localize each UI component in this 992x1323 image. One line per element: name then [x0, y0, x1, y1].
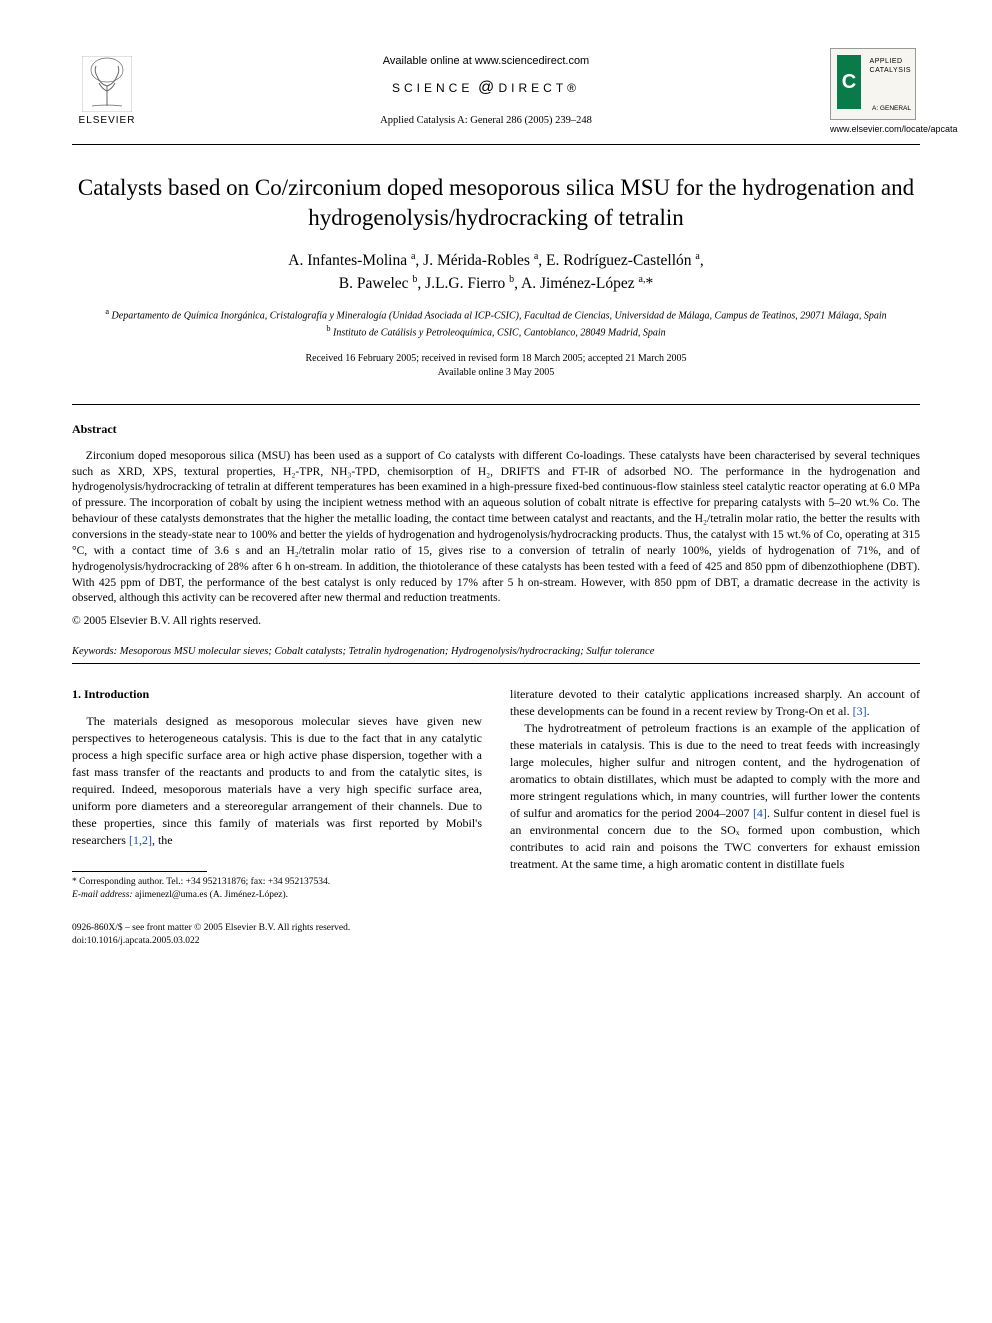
journal-cover: C APPLIED CATALYSIS A: GENERAL www.elsev… [830, 48, 920, 136]
affiliations: a Departamento de Química Inorgánica, Cr… [72, 306, 920, 341]
intro-p1c-tail: . [867, 704, 870, 718]
intro-para-2: The hydrotreatment of petroleum fraction… [510, 720, 920, 873]
received-date: Received 16 February 2005; received in r… [306, 353, 687, 364]
header-rule [72, 144, 920, 145]
intro-p1-cont: literature devoted to their catalytic ap… [510, 686, 920, 720]
elsevier-tree-icon [82, 56, 132, 112]
intro-p1-tail: , the [152, 833, 173, 847]
corr-author-line: * Corresponding author. Tel.: +34 952131… [72, 876, 482, 889]
citation-1-2[interactable]: [1,2] [129, 833, 152, 847]
sd-word2: DIRECT® [498, 81, 580, 95]
keywords: Keywords: Mesoporous MSU molecular sieve… [72, 644, 920, 659]
sd-word1: SCIENCE [392, 81, 473, 95]
sciencedirect-logo: SCIENCE @ DIRECT® [142, 76, 830, 99]
publisher-name: ELSEVIER [79, 114, 136, 129]
abstract-heading: Abstract [72, 421, 920, 438]
available-online-text: Available online at www.sciencedirect.co… [142, 54, 830, 70]
abstract-body: Zirconium doped mesoporous silica (MSU) … [72, 449, 920, 608]
email-label: E-mail address: [72, 890, 133, 900]
cover-letter-c: C [837, 55, 861, 109]
body-columns: 1. Introduction The materials designed a… [72, 686, 920, 902]
abstract-top-rule [72, 404, 920, 405]
corresponding-author-footnote: * Corresponding author. Tel.: +34 952131… [72, 876, 482, 902]
online-date: Available online 3 May 2005 [438, 367, 554, 378]
email-value: ajimenezl@uma.es (A. Jiménez-López). [135, 890, 288, 900]
section-1-heading: 1. Introduction [72, 686, 482, 703]
affil-b: Instituto de Catálisis y Petroleoquímica… [333, 327, 666, 338]
cover-title: APPLIED CATALYSIS [870, 57, 911, 75]
journal-reference: Applied Catalysis A: General 286 (2005) … [142, 113, 830, 128]
cover-thumbnail: C APPLIED CATALYSIS A: GENERAL [830, 48, 916, 120]
keywords-rule [72, 663, 920, 664]
column-right: literature devoted to their catalytic ap… [510, 686, 920, 902]
keywords-label: Keywords: [72, 646, 117, 657]
affil-a: Departamento de Química Inorgánica, Cris… [112, 310, 887, 321]
column-left: 1. Introduction The materials designed a… [72, 686, 482, 902]
sd-at-icon: @ [473, 79, 498, 96]
citation-4[interactable]: [4] [753, 806, 767, 820]
citation-3[interactable]: [3] [853, 704, 867, 718]
publisher-logo: ELSEVIER [72, 48, 142, 128]
journal-url: www.elsevier.com/locate/apcata [830, 123, 920, 136]
footer-doi: doi:10.1016/j.apcata.2005.03.022 [72, 935, 920, 948]
cover-title-l1: APPLIED [870, 58, 903, 65]
intro-para-1: The materials designed as mesoporous mol… [72, 713, 482, 849]
keywords-text: Mesoporous MSU molecular sieves; Cobalt … [120, 646, 655, 657]
authors-list: A. Infantes-Molina a, J. Mérida-Robles a… [72, 249, 920, 296]
article-dates: Received 16 February 2005; received in r… [72, 352, 920, 380]
abstract-copyright: © 2005 Elsevier B.V. All rights reserved… [72, 613, 920, 630]
article-title: Catalysts based on Co/zirconium doped me… [72, 173, 920, 233]
footer-copyright: 0926-860X/$ – see front matter © 2005 El… [72, 922, 920, 935]
page-footer: 0926-860X/$ – see front matter © 2005 El… [72, 922, 920, 948]
corr-email-line: E-mail address: ajimenezl@uma.es (A. Jim… [72, 889, 482, 902]
page-header: ELSEVIER Available online at www.science… [72, 48, 920, 136]
cover-subtype: A: GENERAL [872, 104, 911, 113]
footnote-rule [72, 871, 207, 872]
header-center: Available online at www.sciencedirect.co… [142, 48, 830, 128]
intro-p1-text: The materials designed as mesoporous mol… [72, 714, 482, 847]
cover-title-l2: CATALYSIS [870, 67, 911, 74]
